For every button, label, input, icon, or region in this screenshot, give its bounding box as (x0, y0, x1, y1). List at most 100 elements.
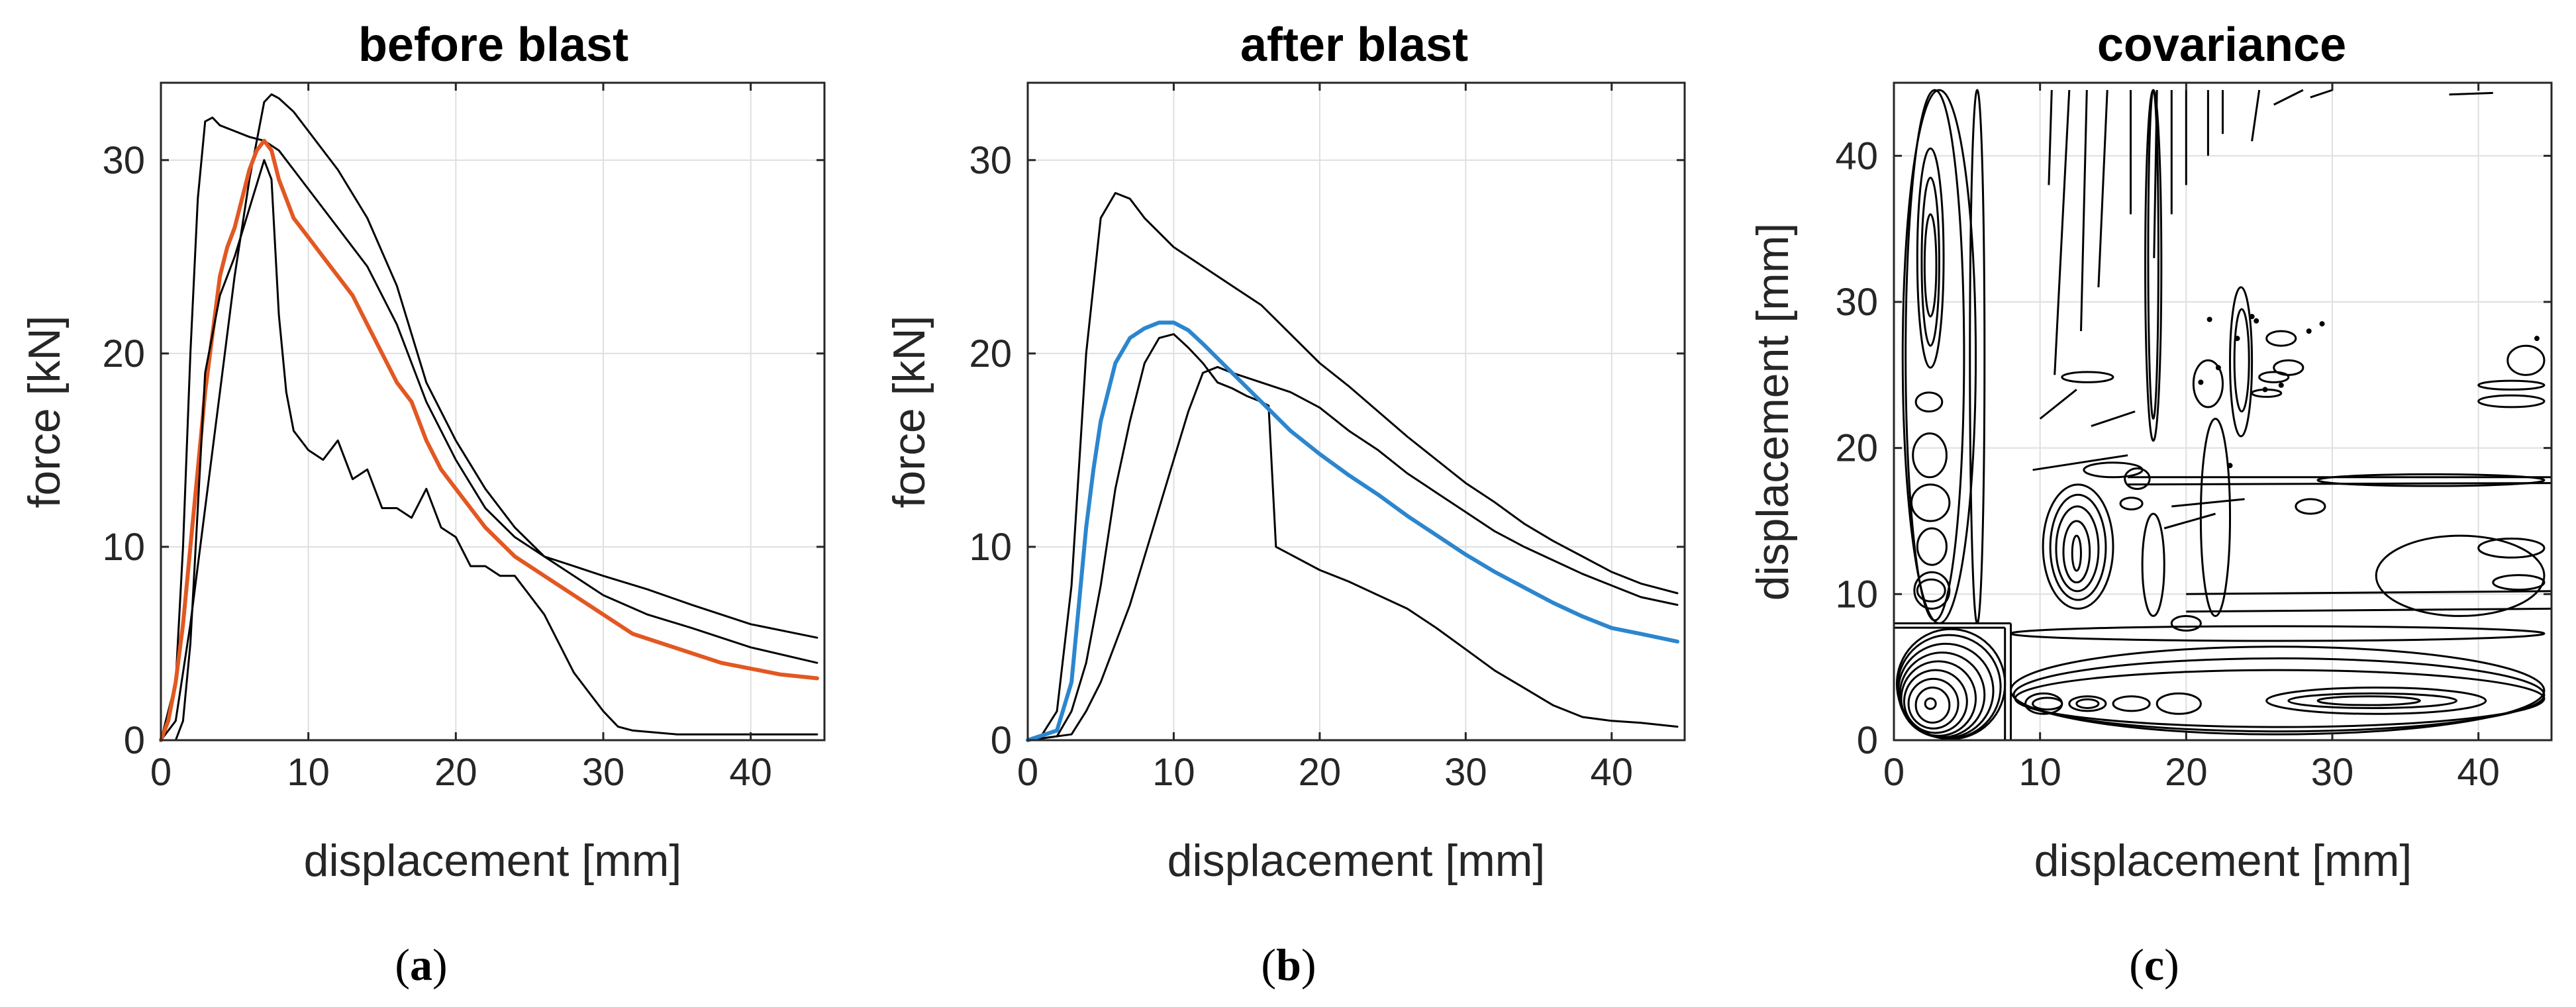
x-tick-label: 40 (2457, 751, 2500, 794)
contour-ring (1903, 669, 1968, 734)
contour-ring (2192, 359, 2224, 408)
contour-ring (2233, 308, 2250, 412)
series-line-3 (1026, 320, 1679, 742)
subfigure-caption-a: (a) (395, 939, 447, 990)
contour-line (2048, 89, 2053, 185)
x-axis-label: displacement [mm] (2034, 836, 2412, 886)
x-tick-label: 20 (1299, 751, 1342, 794)
contour-line (2039, 389, 2077, 420)
contour-ring (2042, 483, 2114, 610)
y-tick-label: 20 (1835, 427, 1878, 470)
contour-line (2186, 590, 2552, 595)
contour-dot (2262, 387, 2268, 393)
contour-ring (2477, 394, 2546, 408)
contour-line (2080, 89, 2088, 332)
y-tick-label: 40 (1835, 134, 1878, 177)
y-tick-label: 30 (1835, 281, 1878, 324)
contour-ring (2055, 505, 2100, 593)
contour-ring (2295, 498, 2326, 515)
contour-peak (1924, 697, 1937, 710)
series-line-2 (1026, 365, 1679, 742)
x-tick-label: 10 (1152, 751, 1195, 794)
contour-ring (1914, 391, 1944, 413)
contour-ring (2155, 692, 2202, 715)
contour-ring (2477, 537, 2546, 559)
contour-ring (2112, 695, 2151, 712)
y-tick-label: 30 (969, 139, 1012, 182)
contour-dot (2534, 336, 2540, 342)
contour-ring (2124, 467, 2151, 490)
subfigure-caption-c: (c) (2129, 939, 2179, 990)
contour-line (2128, 482, 2552, 486)
panel-covariance: covariance 0 10 20 30 40 0 10 20 30 40 displaceme… (1748, 19, 2553, 990)
x-tick-label: 0 (1883, 751, 1905, 794)
x-tick-label: 30 (2311, 751, 2354, 794)
contour-ring (2071, 534, 2082, 572)
contour-ring (2170, 614, 2202, 632)
contour-ring (2119, 497, 2144, 510)
contour-ring (2229, 286, 2254, 438)
contour-ring (2014, 669, 2546, 728)
series-line-2 (159, 138, 819, 742)
x-tick-label: 40 (729, 751, 772, 794)
x-tick-label: 10 (287, 751, 330, 794)
contour-ring (1907, 677, 1959, 730)
contour-dot (2278, 382, 2284, 388)
contour-ring (1900, 660, 1977, 737)
contour-ring (2265, 687, 2487, 715)
series-line-1 (160, 93, 818, 742)
x-tick-label: 30 (1444, 751, 1487, 794)
contour-line (2449, 91, 2493, 96)
contour-ring (2032, 696, 2063, 711)
contour-ring (2477, 379, 2546, 391)
contour-line (2097, 89, 2108, 287)
x-tick-label: 0 (1017, 751, 1038, 794)
contour-ring (2506, 344, 2546, 376)
chart-title: before blast (358, 19, 628, 72)
contour-ring (1912, 432, 1948, 479)
contour-ring (2012, 657, 2546, 733)
contour-dot (2206, 316, 2212, 322)
contour-ring (1916, 578, 1946, 602)
series-line-3 (160, 159, 818, 742)
contour-ring (2062, 520, 2091, 584)
x-tick-label: 20 (2165, 751, 2208, 794)
contour-ring (1914, 687, 1951, 724)
panel-after-blast: after blast 0 10 20 30 40 0 10 20 30 displacemen… (884, 19, 1686, 990)
chart-title: after blast (1240, 19, 1468, 72)
y-axis-label: displacement [mm] (1748, 223, 1798, 601)
x-tick-label: 20 (434, 751, 477, 794)
contour-dot (2254, 318, 2259, 324)
y-tick-label: 0 (124, 719, 145, 762)
contour-line (2171, 498, 2245, 508)
contour-line (2054, 89, 2071, 375)
x-tick-label: 40 (1591, 751, 1634, 794)
contour-ring (2075, 698, 2100, 709)
y-tick-label: 20 (969, 332, 1012, 375)
y-tick-label: 30 (102, 139, 145, 182)
contour-line (2310, 89, 2333, 99)
x-tick-label: 10 (2018, 751, 2061, 794)
contour-ring (1905, 89, 1965, 622)
contour-dot (2227, 463, 2233, 469)
contour-ring (2147, 89, 2159, 420)
panel-before-blast: before blast 0 10 20 30 40 0 10 20 30 displaceme… (19, 19, 826, 990)
contour-ring (1910, 483, 1951, 522)
contour-ring (1916, 147, 1945, 369)
contour-ring (1969, 89, 1986, 624)
contour-dot (2249, 314, 2255, 320)
contour-line (2032, 454, 2128, 471)
contour-ring (2316, 695, 2421, 706)
contour-line (2186, 607, 2552, 613)
contour-ring (1920, 176, 1940, 347)
y-tick-label: 20 (102, 332, 145, 375)
y-axis-label: force [kN] (884, 316, 934, 508)
contour-ring (1916, 527, 1948, 566)
y-tick-label: 10 (102, 526, 145, 569)
contour-ring (2068, 695, 2107, 712)
contour-dot (2198, 379, 2204, 385)
chart-title: covariance (2097, 19, 2346, 72)
contour-ring (2049, 493, 2107, 601)
contour-dot (2306, 328, 2312, 334)
